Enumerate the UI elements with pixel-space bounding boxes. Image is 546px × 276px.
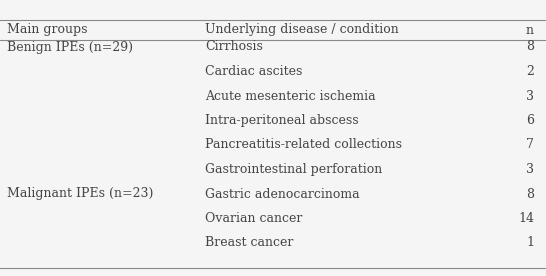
Text: Pancreatitis-related collections: Pancreatitis-related collections bbox=[205, 139, 402, 152]
Text: Ovarian cancer: Ovarian cancer bbox=[205, 212, 302, 225]
Text: Intra-peritoneal abscess: Intra-peritoneal abscess bbox=[205, 114, 358, 127]
Text: Underlying disease / condition: Underlying disease / condition bbox=[205, 23, 399, 36]
Text: 3: 3 bbox=[526, 89, 534, 102]
Text: Cirrhosis: Cirrhosis bbox=[205, 41, 263, 54]
Text: 1: 1 bbox=[526, 237, 534, 250]
Text: 8: 8 bbox=[526, 187, 534, 200]
Text: Acute mesenteric ischemia: Acute mesenteric ischemia bbox=[205, 89, 376, 102]
Text: Main groups: Main groups bbox=[7, 23, 87, 36]
Text: Cardiac ascites: Cardiac ascites bbox=[205, 65, 302, 78]
Text: 3: 3 bbox=[526, 163, 534, 176]
Text: 14: 14 bbox=[518, 212, 534, 225]
Text: Benign IPEs (n=29): Benign IPEs (n=29) bbox=[7, 41, 133, 54]
Text: Gastric adenocarcinoma: Gastric adenocarcinoma bbox=[205, 187, 359, 200]
Text: Malignant IPEs (n=23): Malignant IPEs (n=23) bbox=[7, 187, 153, 200]
Text: 8: 8 bbox=[526, 41, 534, 54]
Text: 6: 6 bbox=[526, 114, 534, 127]
Text: Breast cancer: Breast cancer bbox=[205, 237, 293, 250]
Text: n: n bbox=[526, 23, 534, 36]
Text: 7: 7 bbox=[526, 139, 534, 152]
Text: Gastrointestinal perforation: Gastrointestinal perforation bbox=[205, 163, 382, 176]
Text: 2: 2 bbox=[526, 65, 534, 78]
